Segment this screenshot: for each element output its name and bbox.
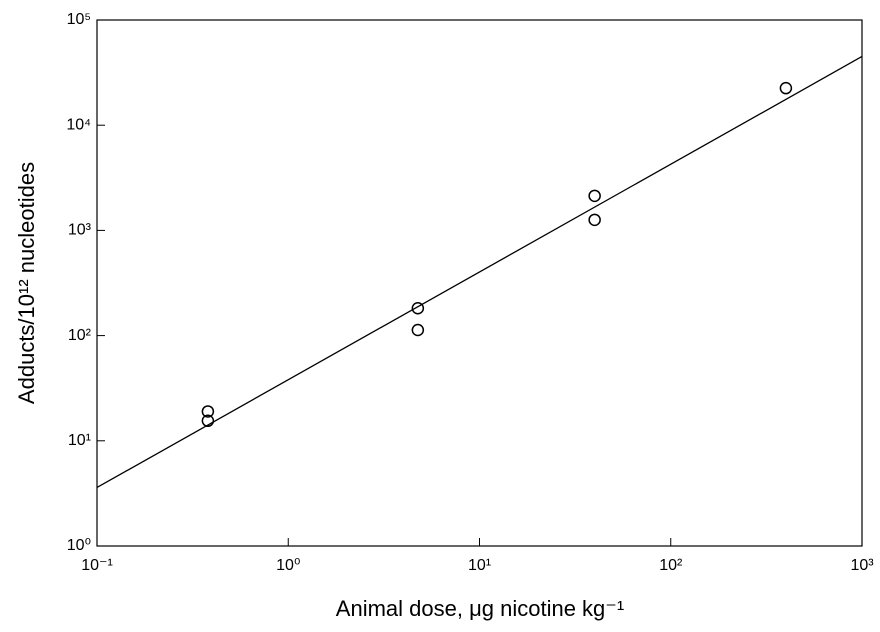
y-tick-label: 10⁵ [67,11,91,28]
y-tick-label: 10¹ [68,432,91,449]
data-point [588,189,601,203]
y-tick-label: 10² [68,327,92,344]
y-tick-label: 10³ [68,222,92,239]
y-tick-label: 10⁰ [67,537,91,554]
data-point [201,405,215,418]
data-point [201,414,215,428]
x-tick-label: 10² [659,557,683,574]
y-tick-label: 10⁴ [66,116,91,133]
x-axis-title: Animal dose, μg nicotine kg⁻¹ [336,596,624,621]
y-axis-title: Adducts/10¹² nucleotides [14,162,39,404]
data-point [779,81,793,95]
fit-line [96,55,863,489]
x-tick-label: 10⁰ [276,557,300,574]
x-tick-label: 10⁻¹ [81,557,113,574]
data-point [411,301,425,315]
data-point [411,323,425,337]
data-point [588,213,601,227]
plot-frame [96,19,863,547]
x-tick-label: 10¹ [468,557,491,574]
x-tick-label: 10³ [850,557,874,574]
